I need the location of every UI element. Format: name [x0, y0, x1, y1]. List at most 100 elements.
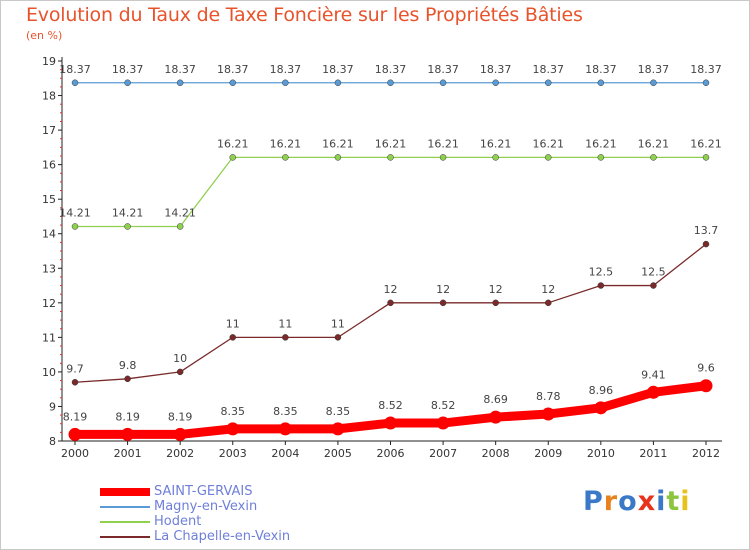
- data-point: [71, 223, 79, 230]
- data-label: 18.37: [585, 63, 617, 76]
- data-label: 9.7: [66, 362, 84, 375]
- data-point: [646, 385, 660, 399]
- legend-label: Magny-en-Vexin: [154, 499, 258, 514]
- data-label: 8.35: [326, 405, 351, 418]
- data-point: [176, 223, 184, 230]
- data-point: [650, 154, 657, 161]
- data-label: 18.37: [375, 63, 407, 76]
- y-tick-label: 13: [42, 262, 56, 275]
- data-label: 10: [173, 352, 187, 365]
- legend-swatch: [100, 521, 150, 523]
- data-label: 9.6: [697, 362, 715, 375]
- data-point: [176, 368, 184, 376]
- legend-swatch: [100, 536, 150, 538]
- data-point: [594, 401, 608, 415]
- logo-letter: x: [637, 486, 657, 517]
- x-tick-label: 2005: [324, 447, 352, 460]
- data-label: 8.19: [115, 410, 140, 423]
- data-point: [334, 154, 342, 161]
- data-point: [702, 154, 710, 161]
- x-tick-label: 2010: [587, 447, 615, 460]
- data-point: [545, 79, 552, 87]
- y-tick-label: 11: [42, 331, 56, 344]
- data-point: [545, 299, 552, 307]
- data-point: [331, 422, 345, 436]
- data-label: 16.21: [533, 137, 565, 150]
- data-point: [334, 334, 342, 341]
- data-point: [282, 334, 289, 341]
- y-tick-label: 12: [42, 297, 56, 310]
- data-point: [650, 79, 657, 87]
- data-label: 8.35: [273, 405, 298, 418]
- data-point: [650, 282, 657, 289]
- x-tick-label: 2006: [377, 447, 405, 460]
- x-tick-label: 2009: [534, 447, 562, 460]
- data-point: [278, 422, 292, 436]
- data-label: 8.78: [536, 390, 561, 403]
- data-point: [229, 334, 236, 341]
- data-point: [173, 427, 187, 441]
- data-point: [68, 427, 82, 441]
- legend-label: SAINT-GERVAIS: [154, 484, 253, 499]
- data-label: 16.21: [585, 137, 617, 150]
- data-label: 18.37: [533, 63, 565, 76]
- data-label: 18.37: [690, 63, 722, 76]
- data-label: 12.5: [589, 266, 614, 279]
- data-label: 16.21: [638, 137, 670, 150]
- data-label: 8.52: [378, 399, 403, 412]
- data-point: [702, 240, 710, 248]
- logo-letter: i: [656, 486, 667, 517]
- y-tick-label: 17: [42, 124, 56, 137]
- data-label: 8.19: [168, 410, 193, 423]
- data-label: 9.8: [119, 359, 137, 372]
- y-tick-label: 18: [42, 90, 56, 103]
- x-tick-label: 2004: [271, 447, 299, 460]
- data-label: 14.21: [112, 206, 144, 219]
- data-point: [489, 410, 503, 424]
- data-label: 16.21: [427, 137, 459, 150]
- data-point: [492, 79, 499, 87]
- data-label: 18.37: [59, 63, 91, 76]
- data-point: [492, 154, 499, 161]
- data-point: [492, 299, 499, 307]
- y-tick-label: 19: [42, 55, 56, 68]
- data-point: [436, 416, 450, 430]
- data-label: 16.21: [322, 137, 354, 150]
- data-point: [176, 79, 184, 87]
- logo-letter: o: [618, 486, 638, 517]
- proxiti-logo: Proxiti: [583, 486, 691, 517]
- data-point: [124, 223, 131, 230]
- data-point: [439, 299, 447, 307]
- data-label: 18.37: [638, 63, 670, 76]
- data-point: [387, 299, 394, 307]
- data-label: 8.96: [589, 384, 614, 397]
- data-label: 18.37: [112, 63, 144, 76]
- x-tick-label: 2012: [692, 447, 720, 460]
- data-label: 11: [278, 317, 292, 330]
- y-tick-label: 8: [49, 435, 56, 448]
- y-tick-label: 16: [42, 159, 56, 172]
- data-point: [597, 282, 605, 289]
- x-tick-label: 2008: [482, 447, 510, 460]
- data-point: [282, 79, 289, 87]
- data-point: [226, 422, 240, 436]
- x-tick-label: 2011: [639, 447, 667, 460]
- data-label: 16.21: [375, 137, 407, 150]
- legend-swatch: [100, 506, 150, 508]
- x-tick-label: 2001: [114, 447, 142, 460]
- data-point: [597, 79, 605, 87]
- data-label: 16.21: [480, 137, 512, 150]
- data-point: [439, 154, 447, 161]
- data-point: [334, 79, 342, 87]
- data-point: [71, 79, 79, 87]
- data-label: 14.21: [59, 206, 91, 219]
- data-point: [702, 79, 710, 87]
- data-point: [282, 154, 289, 161]
- data-point: [439, 79, 447, 87]
- data-point: [229, 79, 236, 87]
- data-point: [387, 79, 394, 87]
- legend-label: Hodent: [154, 514, 202, 529]
- logo-letter: r: [603, 486, 619, 517]
- data-label: 16.21: [217, 137, 249, 150]
- y-tick-label: 15: [42, 193, 56, 206]
